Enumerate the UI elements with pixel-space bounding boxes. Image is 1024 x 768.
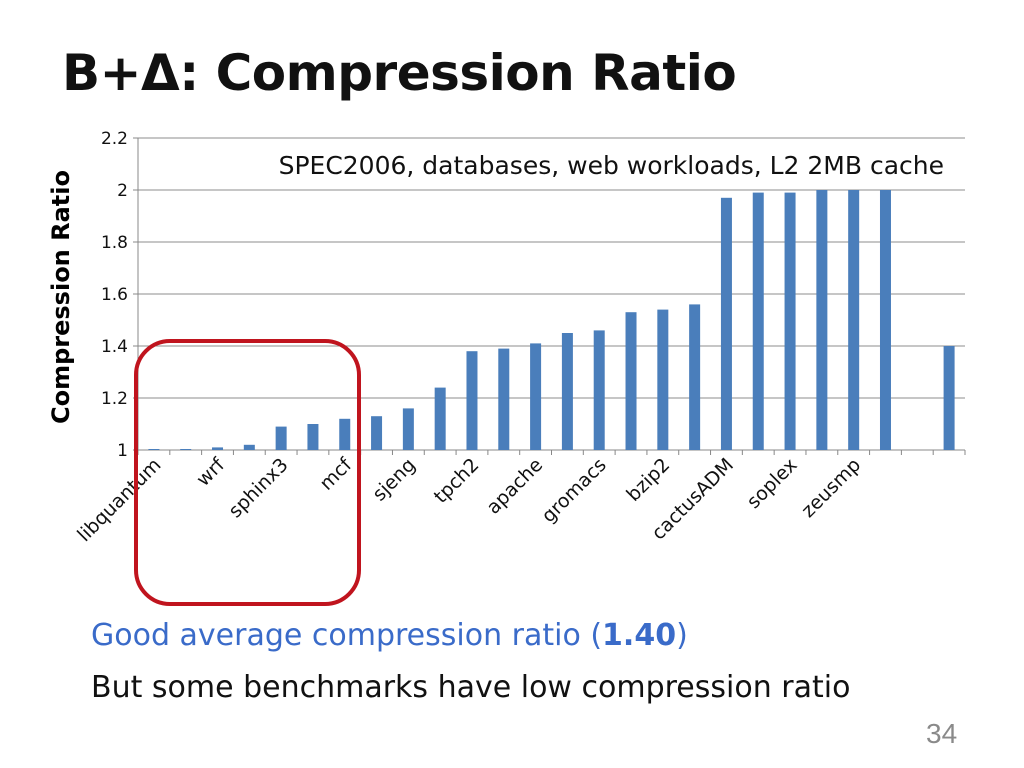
- bar: [371, 416, 383, 450]
- x-tick-label: gromacs: [538, 454, 611, 527]
- bar: [720, 197, 732, 450]
- low-ratio-bullet: But some benchmarks have low compression…: [91, 670, 851, 705]
- bar: [689, 304, 701, 450]
- bar: [212, 447, 224, 450]
- bar: [561, 333, 573, 450]
- bar: [148, 449, 160, 450]
- y-tick-label: 1.4: [101, 337, 128, 357]
- bar: [402, 408, 414, 450]
- page-number: 34: [926, 718, 958, 749]
- chart-annotation: SPEC2006, databases, web workloads, L2 2…: [279, 151, 944, 180]
- bar: [752, 192, 764, 450]
- x-tick-label: soplex: [743, 454, 802, 513]
- y-tick-label: 2: [117, 181, 128, 201]
- x-tick-label: mcf: [316, 453, 358, 495]
- x-tick-label: sphinx3: [224, 454, 292, 522]
- slide-title: B+Δ: Compression Ratio: [62, 44, 737, 102]
- gridlines: [133, 137, 966, 455]
- x-tick-label: bzip2: [622, 454, 674, 506]
- bar: [243, 444, 255, 450]
- bar: [530, 343, 542, 450]
- bar: [275, 426, 287, 450]
- bar: [466, 351, 478, 450]
- bar: [498, 348, 510, 450]
- average-ratio-prefix: Good average compression ratio (: [91, 618, 603, 653]
- bar: [307, 424, 319, 450]
- bar: [625, 312, 637, 450]
- x-tick-label: zeusmp: [797, 454, 865, 522]
- bar: [657, 309, 669, 450]
- highlight-box: [134, 339, 361, 606]
- bar: [816, 190, 828, 450]
- bar: [784, 192, 796, 450]
- bar: [434, 387, 446, 450]
- average-ratio-suffix: ): [676, 618, 688, 653]
- y-axis-label: Compression Ratio: [47, 170, 75, 424]
- bar: [879, 190, 891, 450]
- x-tick-label: wrf: [192, 453, 230, 491]
- bar: [943, 346, 955, 450]
- x-tick-label: libquantum: [73, 454, 165, 546]
- average-ratio-bullet: Good average compression ratio (1.40): [91, 618, 688, 653]
- y-tick-label: 1.6: [101, 285, 128, 305]
- bar: [180, 449, 192, 450]
- y-tick-labels: 1 1.2 1.4 1.6 1.8 2 2.2: [101, 129, 128, 461]
- y-tick-label: 1.8: [101, 233, 128, 253]
- y-tick-label: 2.2: [101, 129, 128, 149]
- bar: [593, 330, 605, 450]
- y-tick-label: 1: [117, 441, 128, 461]
- bar: [848, 190, 860, 450]
- y-tick-label: 1.2: [101, 389, 128, 409]
- average-ratio-value: 1.40: [602, 618, 677, 653]
- bars: [148, 190, 955, 450]
- x-tick-label: tpch2: [430, 454, 484, 508]
- x-tick-label: apache: [482, 454, 547, 519]
- bar: [339, 418, 351, 450]
- x-tick-label: sjeng: [368, 454, 420, 506]
